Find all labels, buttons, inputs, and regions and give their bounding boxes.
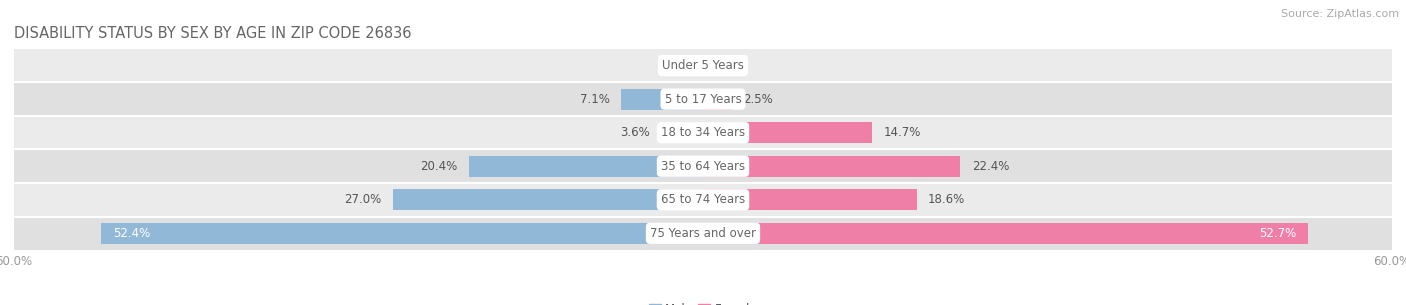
Text: 18 to 34 Years: 18 to 34 Years xyxy=(661,126,745,139)
Text: 35 to 64 Years: 35 to 64 Years xyxy=(661,160,745,173)
Text: 22.4%: 22.4% xyxy=(972,160,1010,173)
Bar xyxy=(14,49,1392,82)
Text: 7.1%: 7.1% xyxy=(581,93,610,106)
Text: 14.7%: 14.7% xyxy=(883,126,921,139)
Text: 5 to 17 Years: 5 to 17 Years xyxy=(665,93,741,106)
Bar xyxy=(14,183,1392,217)
Bar xyxy=(621,89,703,109)
Text: Under 5 Years: Under 5 Years xyxy=(662,59,744,72)
Text: 18.6%: 18.6% xyxy=(928,193,966,206)
Text: 2.5%: 2.5% xyxy=(744,93,773,106)
Bar xyxy=(703,122,872,143)
Bar xyxy=(14,149,1392,183)
Bar xyxy=(14,116,1392,149)
Text: 65 to 74 Years: 65 to 74 Years xyxy=(661,193,745,206)
Bar xyxy=(703,156,960,177)
Text: 0.0%: 0.0% xyxy=(717,59,747,72)
Bar xyxy=(14,82,1392,116)
Bar xyxy=(14,217,1392,250)
Text: 3.6%: 3.6% xyxy=(620,126,650,139)
Text: 52.4%: 52.4% xyxy=(112,227,150,240)
Bar xyxy=(703,223,1308,244)
Legend: Male, Female: Male, Female xyxy=(644,298,762,305)
Bar xyxy=(703,189,917,210)
Bar xyxy=(101,223,703,244)
Bar xyxy=(703,89,731,109)
Bar xyxy=(468,156,703,177)
Bar xyxy=(392,189,703,210)
Text: 27.0%: 27.0% xyxy=(344,193,381,206)
Text: 20.4%: 20.4% xyxy=(420,160,457,173)
Bar xyxy=(662,122,703,143)
Text: 0.0%: 0.0% xyxy=(659,59,689,72)
Text: 52.7%: 52.7% xyxy=(1260,227,1296,240)
Text: 75 Years and over: 75 Years and over xyxy=(650,227,756,240)
Text: Source: ZipAtlas.com: Source: ZipAtlas.com xyxy=(1281,9,1399,19)
Text: DISABILITY STATUS BY SEX BY AGE IN ZIP CODE 26836: DISABILITY STATUS BY SEX BY AGE IN ZIP C… xyxy=(14,26,412,41)
